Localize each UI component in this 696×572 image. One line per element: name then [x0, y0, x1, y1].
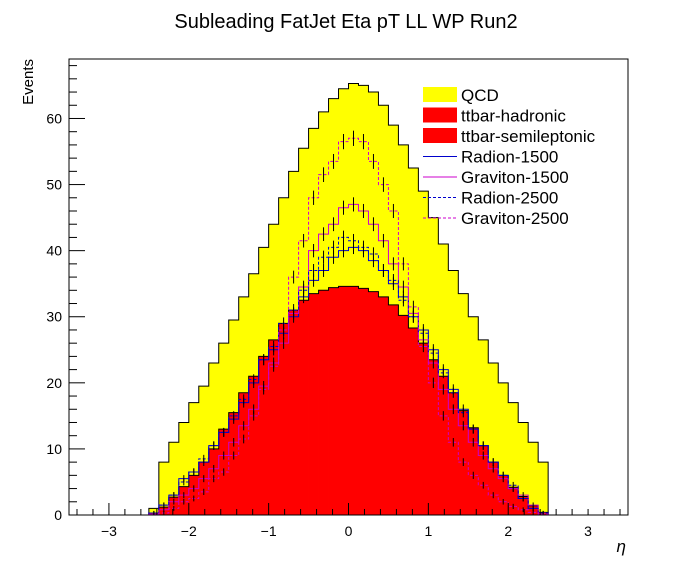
y-tick-label: 20 — [46, 375, 62, 391]
qcd-bin — [518, 422, 529, 515]
ttbar-hadronic-bin — [238, 392, 250, 515]
qcd-bin — [168, 442, 180, 515]
qcd-bin — [538, 462, 549, 515]
ttbar-hadronic-bin — [478, 445, 489, 515]
qcd-bin — [478, 339, 489, 515]
qcd-bin — [528, 442, 539, 515]
ttbar-hadronic-bin — [378, 296, 389, 515]
ttbar-hadronic-bin — [248, 376, 260, 515]
ttbar-hadronic-bin — [298, 300, 309, 515]
x-axis-label: η — [617, 537, 626, 556]
ttbar-hadronic-bin — [428, 359, 439, 515]
ttbar-hadronic-bin — [278, 323, 290, 515]
ttbar-hadronic-bin — [358, 288, 369, 515]
ttbar-hadronic-bin — [418, 343, 429, 515]
y-tick-label: 50 — [46, 177, 62, 193]
ttbar-hadronic-bin — [228, 412, 240, 515]
ttbar-hadronic-bin — [258, 356, 270, 515]
ttbar-hadronic-bin — [318, 290, 329, 515]
qcd-bin — [468, 316, 479, 515]
ttbar-hadronic-bin — [518, 496, 529, 515]
legend-label-radion-2500: Radion-2500 — [461, 189, 558, 208]
x-tick-label: 2 — [504, 523, 512, 539]
ttbar-hadronic-bin — [368, 291, 379, 515]
y-tick-label: 10 — [46, 441, 62, 457]
legend-label-radion-1500: Radion-1500 — [461, 148, 558, 167]
ttbar-hadronic-bin — [448, 392, 459, 515]
y-tick-label: 30 — [46, 309, 62, 325]
x-tick-label: −2 — [181, 523, 197, 539]
y-tick-label: 0 — [54, 507, 62, 523]
x-tick-label: 0 — [345, 523, 353, 539]
qcd-bin — [158, 462, 170, 515]
legend-label-ttbar-hadronic: ttbar-hadronic — [461, 107, 566, 126]
qcd-bin — [208, 363, 220, 515]
ttbar-hadronic-bin — [188, 475, 200, 515]
ttbar-hadronic-bin — [388, 304, 399, 515]
qcd-bin — [488, 363, 499, 515]
ttbar-hadronic-bin — [328, 287, 339, 515]
x-tick-label: −1 — [261, 523, 277, 539]
legend-swatch-ttbar-semileptonic — [423, 128, 457, 143]
ttbar-hadronic-bin — [198, 462, 210, 515]
ttbar-hadronic-bin — [288, 310, 299, 515]
x-tick-label: −3 — [101, 523, 117, 539]
y-axis-label: Events — [20, 59, 37, 105]
legend-label-qcd: QCD — [461, 86, 499, 105]
qcd-bin — [188, 402, 200, 515]
legend-label-graviton-2500: Graviton-2500 — [461, 209, 569, 228]
legend-label-ttbar-semileptonic: ttbar-semileptonic — [461, 127, 596, 146]
ttbar-hadronic-bin — [308, 293, 319, 515]
ttbar-hadronic-bin — [468, 427, 479, 515]
qcd-bin — [198, 386, 210, 515]
qcd-bin — [458, 293, 469, 515]
qcd-outline — [148, 82, 549, 515]
ttbar-hadronic-bin — [348, 286, 359, 515]
legend-label-graviton-1500: Graviton-1500 — [461, 168, 569, 187]
ttbar-hadronic-bin — [498, 475, 509, 515]
qcd-bin — [498, 382, 509, 515]
ttbar-hadronic-bin — [508, 487, 519, 515]
qcd-bin — [178, 422, 190, 515]
ttbar-hadronic-bin — [408, 327, 419, 515]
y-tick-label: 40 — [46, 243, 62, 259]
histogram-layer — [148, 82, 549, 516]
ttbar-hadronic-bin — [338, 286, 349, 515]
ttbar-hadronic-bin — [438, 376, 449, 515]
ttbar-hadronic-bin — [268, 339, 280, 515]
x-tick-label: 1 — [424, 523, 432, 539]
ttbar-hadronic-bin — [398, 315, 409, 515]
chart-title: Subleading FatJet Eta pT LL WP Run2 — [174, 11, 517, 33]
y-tick-label: 60 — [46, 110, 62, 126]
ttbar-hadronic-bin — [488, 462, 499, 515]
x-tick-label: 3 — [584, 523, 592, 539]
qcd-bin — [508, 402, 519, 515]
legend-swatch-qcd — [423, 87, 457, 102]
legend-swatch-ttbar-hadronic — [423, 107, 457, 123]
